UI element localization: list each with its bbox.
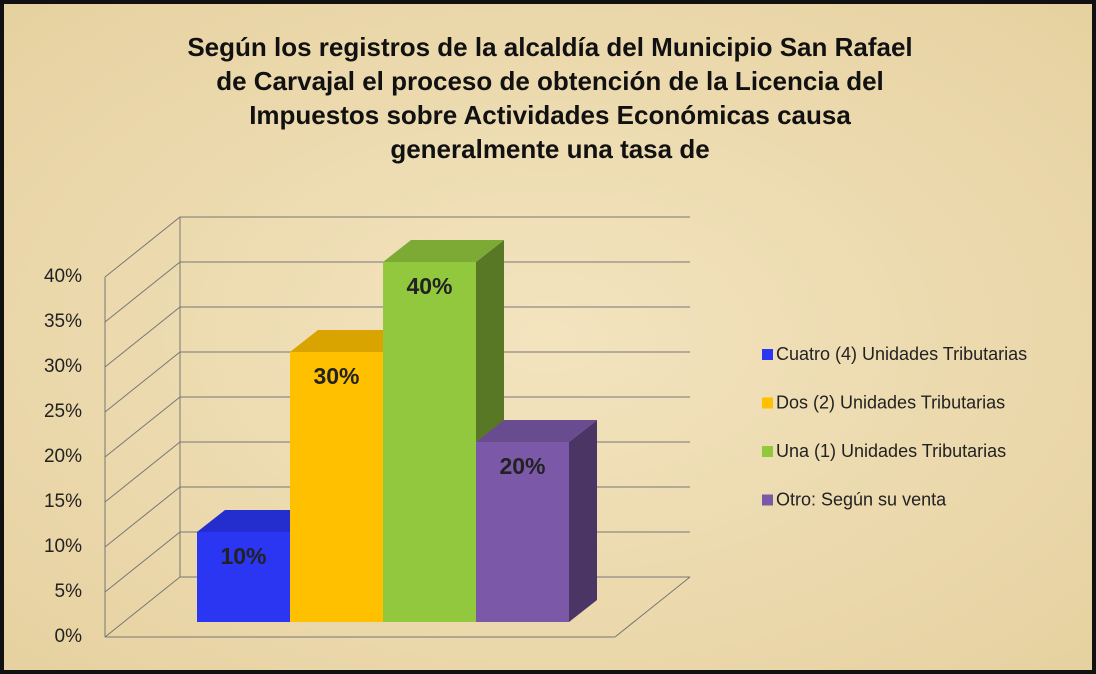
data-label: 10%	[220, 543, 266, 569]
bar	[290, 352, 383, 622]
grid-line	[104, 351, 690, 413]
legend-swatch	[762, 349, 773, 360]
legend-label: Cuatro (4) Unidades Tributarias	[776, 344, 1027, 364]
y-tick-label: 10%	[44, 536, 82, 557]
floor-right-edge	[614, 576, 691, 638]
y-tick-label: 35%	[44, 311, 82, 332]
bar-top	[476, 420, 597, 442]
bar	[476, 442, 569, 622]
legend-swatch	[762, 494, 773, 506]
data-label: 20%	[499, 453, 545, 479]
chart-title: Según los registros de la alcaldía del M…	[187, 32, 913, 164]
bar-top	[383, 240, 504, 262]
bar	[197, 532, 290, 622]
legend-label: Dos (2) Unidades Tributarias	[776, 392, 1005, 412]
grid-line	[104, 396, 690, 458]
bar-side	[569, 420, 597, 622]
y-tick-label: 25%	[44, 401, 82, 422]
y-tick-label: 5%	[55, 581, 83, 602]
legend-swatch	[762, 397, 773, 409]
bar	[383, 262, 476, 622]
data-label: 40%	[406, 273, 452, 299]
y-tick-label: 30%	[44, 356, 82, 377]
y-tick-label: 0%	[55, 626, 83, 647]
legend-swatch	[762, 446, 773, 457]
data-label: 30%	[313, 363, 359, 389]
y-tick-label: 40%	[44, 266, 82, 287]
bar-top	[197, 510, 318, 532]
grid-line	[104, 216, 690, 278]
y-tick-label: 20%	[44, 446, 82, 467]
grid-line	[104, 261, 690, 323]
grid-line	[104, 306, 690, 368]
y-tick-label: 15%	[44, 491, 82, 512]
legend-label: Una (1) Unidades Tributarias	[776, 441, 1006, 461]
bar-top	[290, 330, 411, 352]
legend-label: Otro: Según su venta	[776, 489, 947, 509]
